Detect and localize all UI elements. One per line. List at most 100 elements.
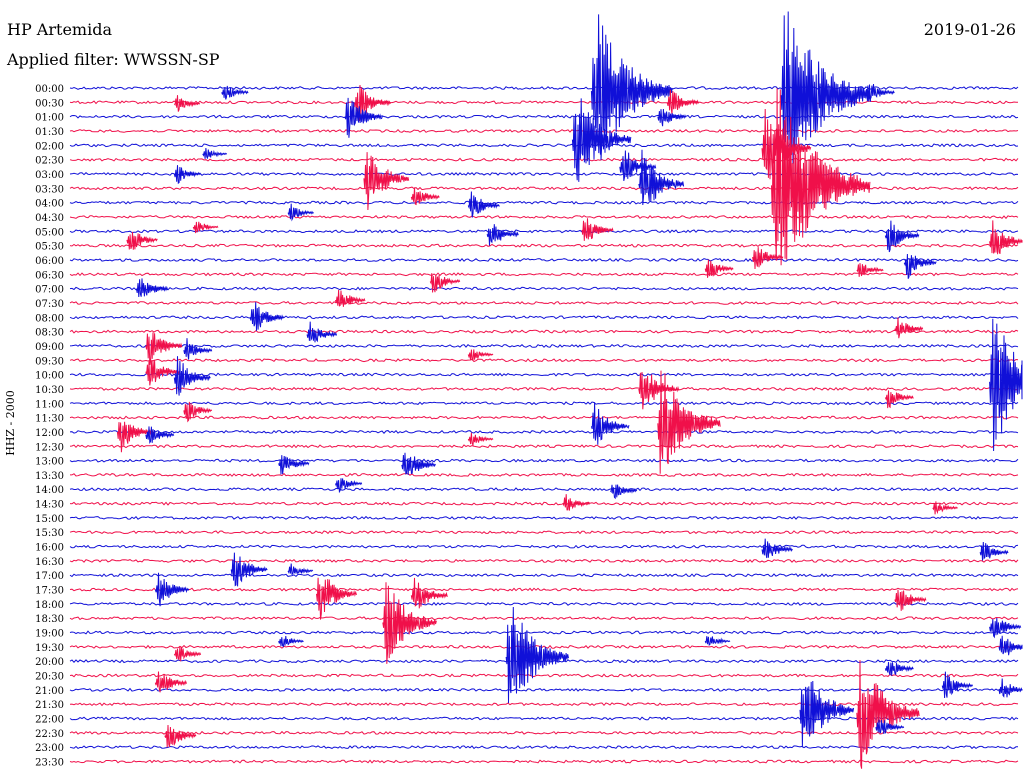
time-label: 03:30 [35,184,64,195]
event-burst [884,220,920,253]
event-burst [761,538,793,559]
time-label: 20:30 [35,672,64,683]
time-label: 13:00 [35,457,64,468]
time-label: 00:00 [35,84,64,95]
trace-line [69,243,1019,248]
event-burst [278,455,310,475]
time-label: 13:30 [35,471,64,482]
event-burst [382,582,437,664]
trace-line [69,544,1019,549]
event-burst [894,589,927,611]
time-label: 08:30 [35,328,64,339]
trace-line [69,558,1019,563]
time-label: 19:30 [35,643,64,654]
time-label: 01:30 [35,127,64,138]
trace-line [69,487,1019,492]
time-label: 23:30 [35,758,64,769]
time-label: 05:00 [35,227,64,238]
event-burst [363,152,410,211]
time-label: 11:00 [35,399,64,410]
event-burst [183,401,213,423]
event-burst [173,95,201,112]
event-burst [989,617,1022,639]
event-burst [164,724,197,748]
event-burst [154,572,190,607]
event-burst [145,332,183,366]
event-burst [562,494,590,511]
event-burst [145,360,180,386]
event-burst [467,349,494,361]
trace-line [69,128,1019,133]
event-burst [344,97,383,138]
time-label: 09:00 [35,342,64,353]
event-burst [126,231,158,250]
event-burst [856,660,920,769]
trace-line [69,730,1019,735]
time-label: 20:00 [35,657,64,668]
trace-line [69,601,1019,606]
event-burst [467,191,500,218]
event-burst [998,678,1023,698]
time-label: 16:00 [35,543,64,554]
event-burst [278,636,304,648]
trace-line [69,214,1019,220]
event-burst [979,541,1009,561]
event-burst [771,88,871,266]
trace-line [69,515,1019,520]
event-burst [192,221,219,234]
event-burst [183,338,213,360]
time-label: 16:30 [35,557,64,568]
time-label: 06:30 [35,270,64,281]
trace-line [69,429,1019,434]
trace-line [69,530,1019,535]
time-label: 18:00 [35,600,64,611]
event-burst [202,147,228,159]
time-label: 04:30 [35,213,64,224]
trace-line [69,745,1019,750]
event-burst [410,577,448,609]
event-burst [306,321,338,343]
time-label: 19:00 [35,629,64,640]
event-burst [609,484,638,500]
event-burst [941,671,974,699]
event-burst [638,149,685,206]
time-label: 04:00 [35,199,64,210]
event-burst [856,263,884,277]
event-burst [903,253,937,279]
event-burst [875,719,905,735]
time-label: 10:30 [35,385,64,396]
trace-line [69,143,1019,148]
time-label: 12:00 [35,428,64,439]
time-label: 07:30 [35,299,64,310]
trace-line [69,573,1019,578]
trace-line [69,100,1019,105]
trace-line [69,315,1019,320]
trace-line [69,171,1019,176]
time-label: 06:00 [35,256,64,267]
event-burst [486,224,519,246]
event-burst [894,317,924,339]
event-burst [752,247,784,270]
time-label: 17:30 [35,586,64,597]
trace-line [69,401,1019,406]
time-label: 12:30 [35,442,64,453]
time-labels: 00:00 00:30 01:00 01:30 02:00 02:30 03:00 03:30… [35,84,64,769]
time-label: 23:00 [35,743,64,754]
event-burst [135,278,169,298]
event-burst [401,452,436,475]
event-burst [145,426,175,444]
event-burst [316,577,357,620]
time-label: 17:00 [35,571,64,582]
time-label: 03:00 [35,170,64,181]
trace-line [69,186,1019,191]
trace-line [69,86,1019,90]
time-label: 18:30 [35,614,64,625]
event-burst [581,218,614,241]
filter-label: Applied filter: WWSSN-SP [7,50,220,69]
time-label: 21:00 [35,686,64,697]
trace-line [69,257,1019,262]
time-label: 07:00 [35,285,64,296]
event-burst [173,646,202,662]
event-burst [467,432,494,447]
